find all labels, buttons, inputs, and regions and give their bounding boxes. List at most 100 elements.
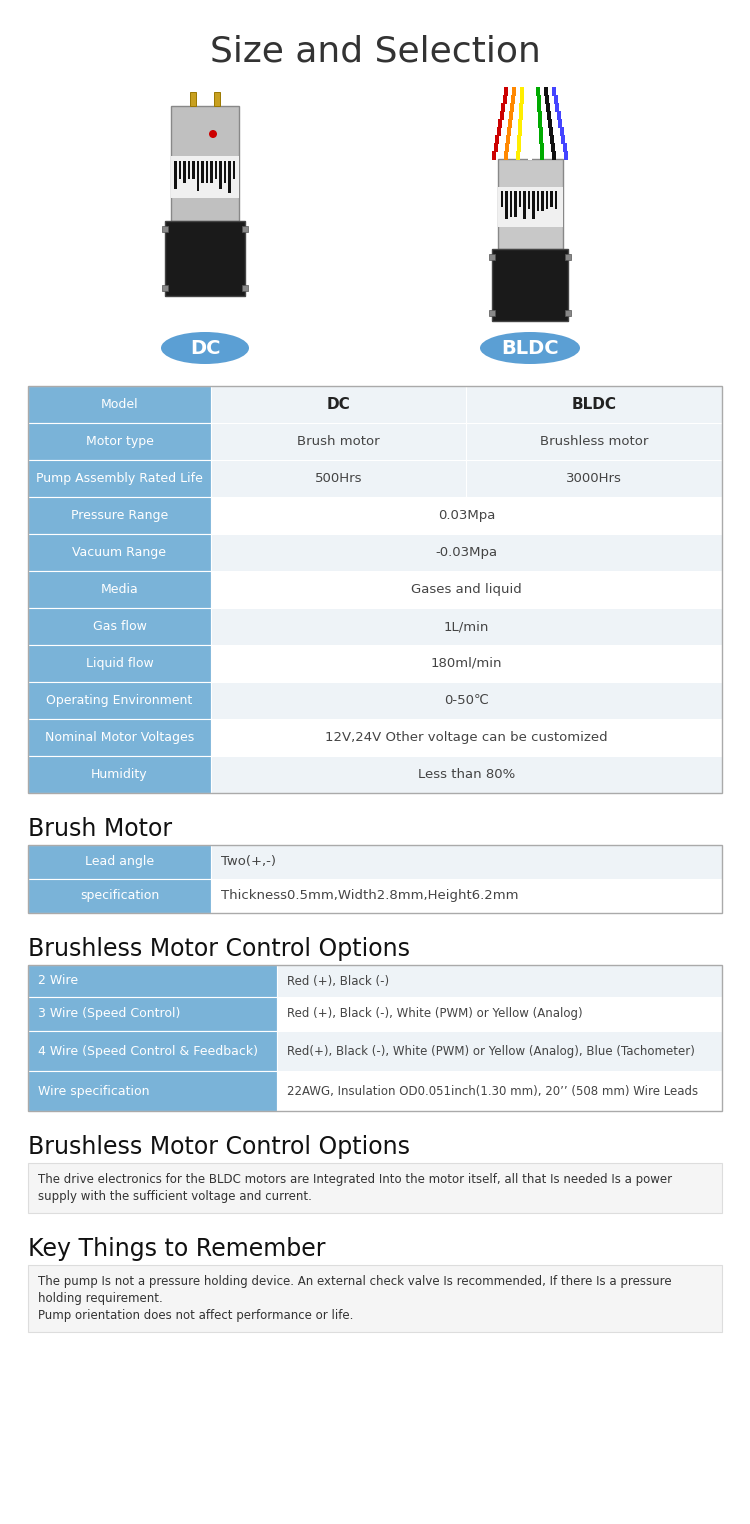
Bar <box>528 126 532 136</box>
Bar <box>28 1265 722 1332</box>
Bar <box>28 756 211 792</box>
Bar <box>219 162 221 189</box>
Text: BLDC: BLDC <box>572 396 616 411</box>
Bar <box>242 226 248 232</box>
Text: Brushless Motor Control Options: Brushless Motor Control Options <box>28 1135 410 1158</box>
Bar <box>171 155 239 198</box>
Bar <box>538 126 542 136</box>
Text: Key Things to Remember: Key Things to Remember <box>28 1237 326 1260</box>
Bar <box>497 158 562 248</box>
Bar <box>228 162 230 194</box>
Bar <box>28 1032 277 1071</box>
Text: BLDC: BLDC <box>501 338 559 358</box>
Text: 3 Wire (Speed Control): 3 Wire (Speed Control) <box>38 1007 180 1021</box>
Bar <box>201 162 203 183</box>
Text: Vacuum Range: Vacuum Range <box>73 546 166 559</box>
Bar <box>560 126 563 136</box>
Bar <box>28 460 211 497</box>
Bar <box>211 756 722 792</box>
Text: Pressure Range: Pressure Range <box>70 509 168 523</box>
Bar <box>512 87 516 96</box>
Bar <box>211 460 466 497</box>
Bar <box>528 111 532 120</box>
Bar <box>28 1071 277 1111</box>
Text: DC: DC <box>327 396 350 411</box>
Text: Pump orientation does not affect performance or life.: Pump orientation does not affect perform… <box>38 1309 353 1321</box>
Bar <box>528 143 532 152</box>
Bar <box>528 119 532 128</box>
Text: Wire specification: Wire specification <box>38 1085 149 1097</box>
Bar <box>539 143 544 152</box>
Bar <box>541 190 544 210</box>
Bar <box>517 143 520 152</box>
Bar <box>510 104 514 111</box>
Bar <box>178 162 181 178</box>
Bar <box>28 879 211 913</box>
Bar <box>277 997 722 1032</box>
Bar <box>162 226 168 232</box>
Bar <box>496 126 500 136</box>
Bar <box>507 126 511 136</box>
Text: supply with the sufficient voltage and current.: supply with the sufficient voltage and c… <box>38 1190 312 1202</box>
Bar <box>214 91 220 107</box>
Bar <box>550 190 553 207</box>
Bar <box>494 143 497 152</box>
Bar <box>28 497 211 533</box>
Bar <box>492 248 568 322</box>
Bar <box>190 91 196 107</box>
Bar <box>509 111 513 120</box>
Bar <box>518 126 521 136</box>
Bar <box>489 309 495 315</box>
Bar <box>544 87 548 96</box>
Text: 1L/min: 1L/min <box>444 620 489 632</box>
Bar <box>537 104 541 111</box>
Bar <box>536 87 540 96</box>
Bar <box>500 190 503 207</box>
Bar <box>505 190 508 219</box>
Bar <box>466 386 722 424</box>
Text: Red (+), Black (-): Red (+), Black (-) <box>287 974 389 988</box>
Text: Media: Media <box>100 584 138 596</box>
Bar <box>174 162 176 189</box>
Bar <box>196 162 199 190</box>
Bar <box>211 424 466 460</box>
Bar <box>523 190 526 219</box>
Bar <box>506 136 510 143</box>
Bar <box>552 87 556 96</box>
Bar <box>527 190 530 209</box>
Bar <box>520 87 524 96</box>
Bar <box>514 190 517 216</box>
Bar <box>555 104 559 111</box>
Bar <box>211 844 722 879</box>
Text: 0-50℃: 0-50℃ <box>444 693 489 707</box>
Bar <box>206 162 208 183</box>
Bar <box>28 645 211 683</box>
Bar <box>550 136 554 143</box>
Ellipse shape <box>480 332 580 364</box>
Text: Motor type: Motor type <box>86 434 154 448</box>
Bar <box>192 162 194 178</box>
Bar <box>165 221 245 296</box>
Bar <box>28 533 211 572</box>
Bar <box>492 151 496 160</box>
Bar <box>242 285 248 291</box>
Bar <box>28 683 211 719</box>
Bar <box>211 879 722 913</box>
Bar <box>28 844 211 879</box>
Bar <box>528 87 532 96</box>
Bar <box>495 136 499 143</box>
Bar <box>565 309 571 315</box>
Text: Size and Selection: Size and Selection <box>209 35 541 69</box>
Bar <box>546 104 550 111</box>
Bar <box>565 255 571 261</box>
Bar <box>558 119 562 128</box>
Bar <box>520 94 524 104</box>
Text: 0.03Mpa: 0.03Mpa <box>438 509 495 523</box>
Bar <box>536 190 539 210</box>
Text: Thickness0.5mm,Width2.8mm,Height6.2mm: Thickness0.5mm,Width2.8mm,Height6.2mm <box>221 890 518 902</box>
Bar <box>556 111 560 120</box>
Bar <box>489 255 495 261</box>
Bar <box>549 126 553 136</box>
Bar <box>562 143 566 152</box>
Bar <box>545 94 549 104</box>
